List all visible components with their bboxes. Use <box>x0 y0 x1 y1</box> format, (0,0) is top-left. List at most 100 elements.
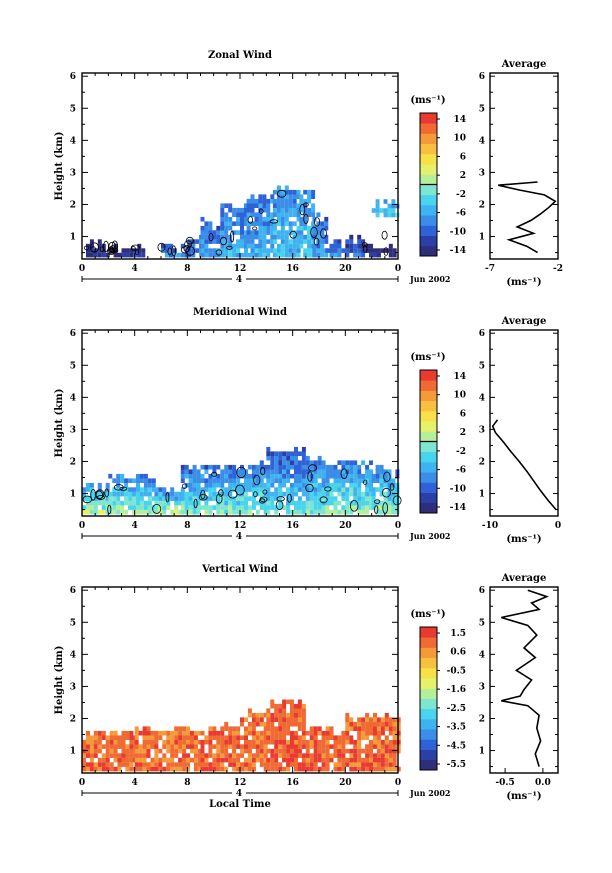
heatmap-cell <box>325 509 330 515</box>
contour-line <box>303 213 309 224</box>
heatmap-cell <box>182 757 187 763</box>
heatmap-cell <box>232 243 237 249</box>
heatmap-cell <box>282 699 287 705</box>
heatmap-cell <box>180 491 185 497</box>
heatmap-cell <box>278 721 283 727</box>
heatmap-cell <box>388 726 393 731</box>
heatmap-cell <box>136 500 140 506</box>
heatmap-cell <box>240 252 244 258</box>
heatmap-cell <box>297 473 302 479</box>
heatmap-cell <box>204 487 209 492</box>
heatmap-cell <box>357 505 362 510</box>
heatmap-cell <box>290 464 294 470</box>
heatmap-cell <box>162 496 167 501</box>
heatmap-cell <box>282 757 287 763</box>
heatmap-cell <box>244 762 248 767</box>
heatmap-cell <box>329 469 334 474</box>
heatmap-cell <box>236 212 241 217</box>
heatmap-cell <box>361 505 366 510</box>
heatmap-cell <box>274 505 279 510</box>
heatmap-cell <box>220 248 225 253</box>
heatmap-cell <box>150 730 155 736</box>
heatmap-cell <box>329 757 334 763</box>
heatmap-cell <box>170 757 175 763</box>
heatmap-cell <box>311 212 316 217</box>
heatmap-cell <box>376 744 381 749</box>
heatmap-cell <box>191 248 196 253</box>
heatmap-cell <box>317 726 322 731</box>
heatmap-cell <box>365 500 370 506</box>
heatmap-cell <box>361 757 366 763</box>
panel-title: Meridional Wind <box>193 307 287 318</box>
heatmap-cell <box>158 491 163 497</box>
heatmap-cell <box>309 753 314 758</box>
heatmap-cell <box>89 757 94 763</box>
heatmap-cell <box>204 464 209 470</box>
contour-line <box>236 466 247 479</box>
heatmap-cell <box>301 766 306 772</box>
heatmap-cell <box>345 491 350 497</box>
heatmap-cell <box>247 712 252 718</box>
heatmap-cell <box>384 739 389 745</box>
heatmap-cell <box>278 730 283 736</box>
heatmap-cell <box>247 505 252 510</box>
heatmap-cell <box>361 762 366 767</box>
heatmap-cell <box>266 491 271 497</box>
heatmap-cell <box>380 717 385 722</box>
heatmap-cell <box>270 248 275 253</box>
heatmap-cell <box>146 730 151 736</box>
heatmap-cell <box>286 500 291 506</box>
heatmap-cell <box>324 252 329 258</box>
heatmap-cell <box>208 735 213 740</box>
heatmap-cell <box>388 748 393 754</box>
heatmap-cell <box>297 496 302 501</box>
average-y-tick-label: 2 <box>479 200 485 210</box>
heatmap-cell <box>166 730 171 736</box>
heatmap-cell <box>321 730 326 736</box>
heatmap-cell <box>313 509 318 515</box>
heatmap-cell <box>178 739 183 745</box>
heatmap-cell <box>101 730 106 736</box>
heatmap-cell <box>282 703 287 709</box>
heatmap-cell <box>365 726 370 731</box>
heatmap-cell <box>240 207 244 213</box>
heatmap-cell <box>112 478 117 483</box>
heatmap-cell <box>101 757 106 763</box>
heatmap-cell <box>228 509 233 515</box>
heatmap-cell <box>333 766 338 772</box>
heatmap-cell <box>162 500 167 506</box>
heatmap-cell <box>349 509 354 515</box>
heatmap-cell <box>150 757 155 763</box>
heatmap-cell <box>297 735 302 740</box>
heatmap-cell <box>247 478 252 483</box>
heatmap-cell <box>244 717 248 722</box>
heatmap-cell <box>284 221 289 226</box>
heatmap-cell <box>97 735 102 740</box>
heatmap-cell <box>345 505 350 510</box>
heatmap-cell <box>220 762 225 767</box>
heatmap-cell <box>266 221 271 226</box>
heatmap-cell <box>247 762 252 767</box>
heatmap-cell <box>274 726 279 731</box>
heatmap-cell <box>301 757 306 763</box>
heatmap-cell <box>259 478 264 483</box>
y-tick-label: 1 <box>70 490 76 500</box>
heatmap-cell <box>284 212 289 217</box>
heatmap-cell <box>220 748 225 754</box>
heatmap-cell <box>232 753 237 758</box>
heatmap-cell <box>278 717 283 722</box>
heatmap-cell <box>162 753 167 758</box>
heatmap-cell <box>303 207 308 213</box>
heatmap-cell <box>337 252 342 258</box>
heatmap-cell <box>134 757 139 763</box>
x-tick-label: 12 <box>234 264 247 274</box>
heatmap-cell <box>373 762 377 767</box>
heatmap-cell <box>274 509 279 515</box>
colorbar-swatch <box>420 739 437 750</box>
heatmap-cell <box>309 762 314 767</box>
heatmap-cell <box>247 739 252 745</box>
heatmap-cell <box>353 464 358 470</box>
heatmap-cell <box>309 739 314 745</box>
heatmap-cell <box>349 717 354 722</box>
contour-line <box>389 483 395 491</box>
